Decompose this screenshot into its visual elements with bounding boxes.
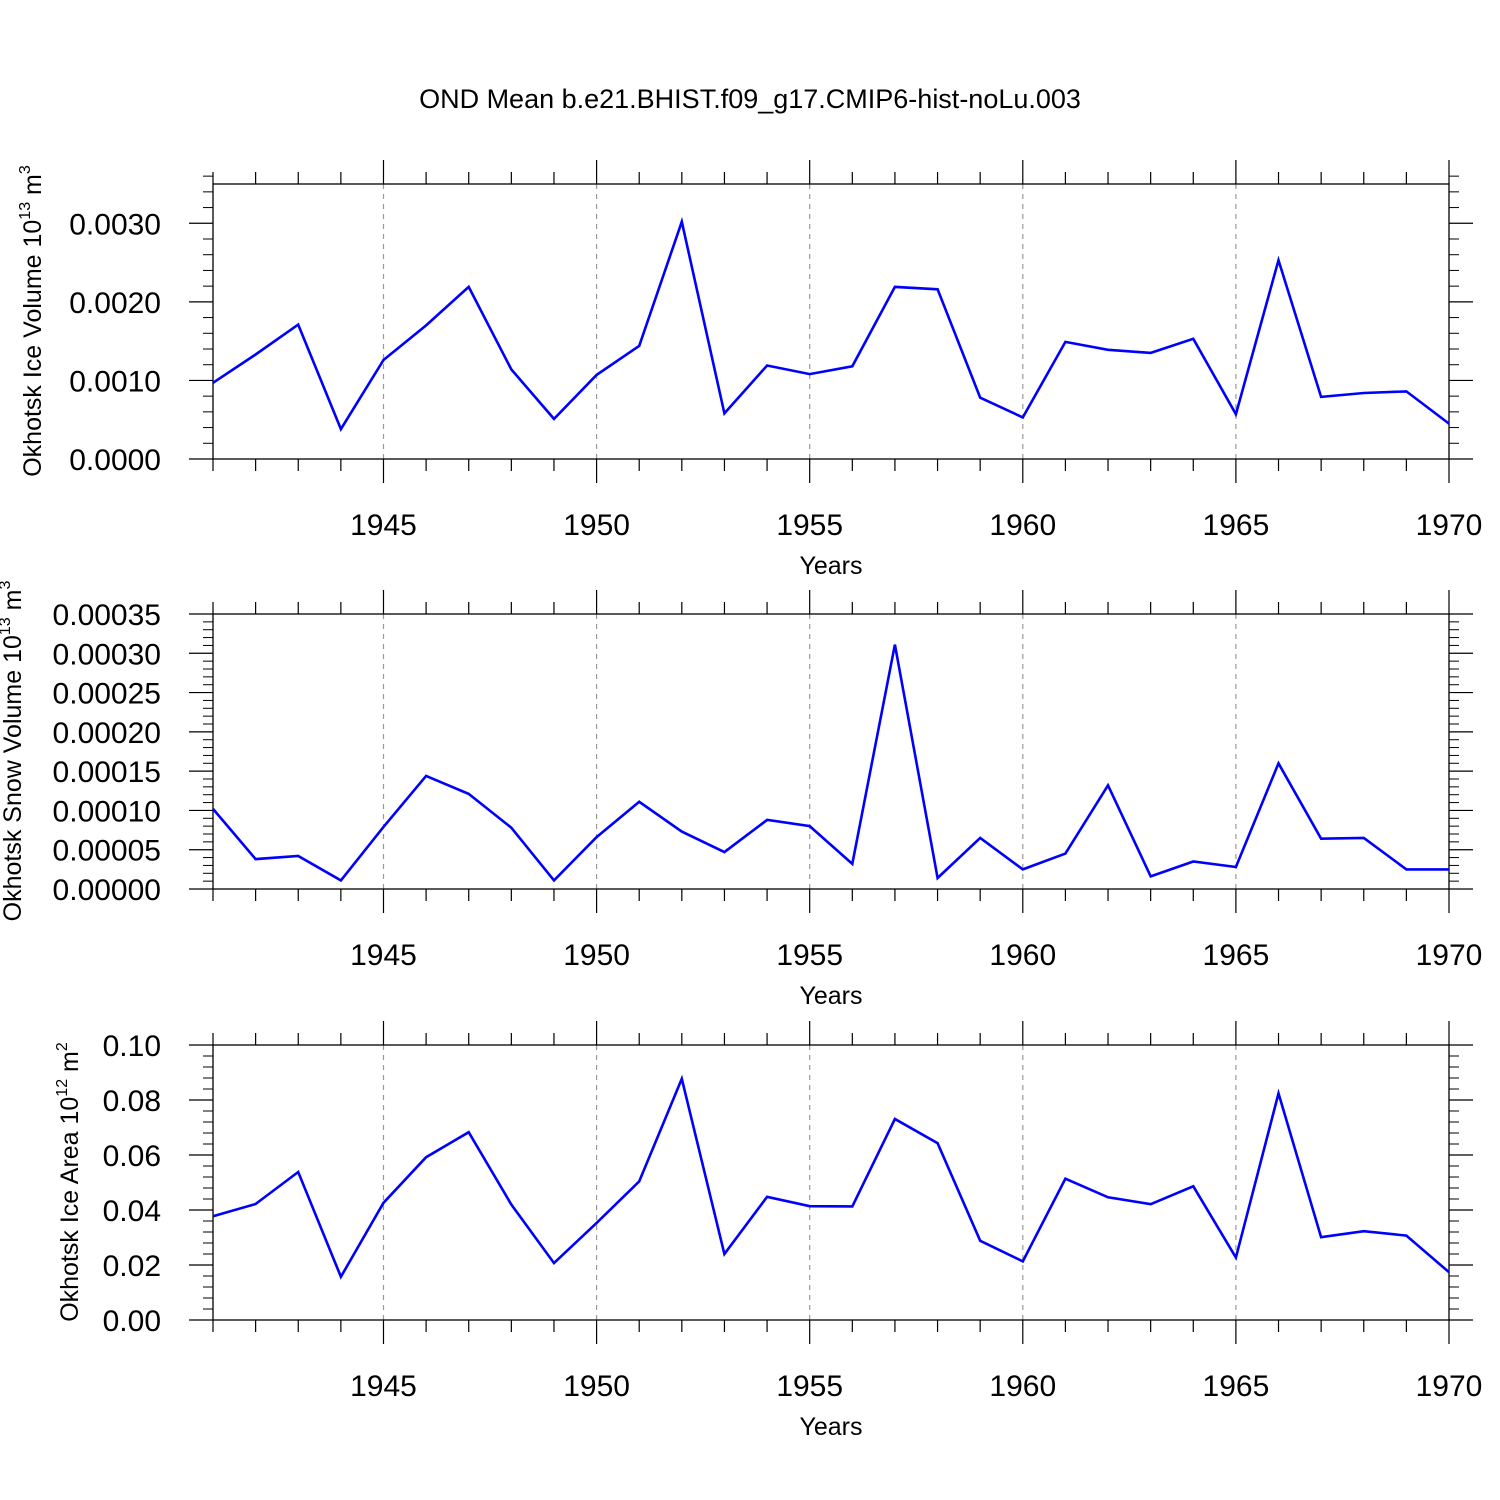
ice-area-panel: Years Okhotsk Ice Area 1012 m2 1945 1950 1… [54, 1021, 1482, 1441]
x-tick-label: 1955 [776, 939, 843, 972]
x-tick-label: 1960 [989, 939, 1056, 972]
x-tick-label: 1945 [350, 1370, 417, 1403]
x-tick-label: 1970 [1416, 1370, 1483, 1403]
y-tick-label: 0.00000 [53, 874, 161, 907]
x-axis-label: Years [799, 1413, 862, 1441]
y-tick-label: 0.0000 [69, 444, 161, 477]
y-tick-label: 0.00035 [53, 599, 161, 632]
y-tick-label: 0.0020 [69, 287, 161, 320]
x-tick-label: 1955 [776, 1370, 843, 1403]
y-axis-label: Okhotsk Ice Volume 1013 m3 [17, 165, 47, 477]
y-tick-label: 0.00 [103, 1305, 161, 1338]
figure-title: OND Mean b.e21.BHIST.f09_g17.CMIP6-hist-… [419, 84, 1081, 114]
x-tick-label: 1960 [989, 509, 1056, 542]
x-tick-label: 1950 [563, 1370, 630, 1403]
x-tick-label: 1960 [989, 1370, 1056, 1403]
x-tick-label: 1950 [563, 509, 630, 542]
y-tick-label: 0.04 [103, 1195, 161, 1228]
plot-frame [212, 1044, 1450, 1321]
y-tick-label: 0.00025 [53, 678, 161, 711]
x-axis-label: Years [799, 552, 862, 580]
y-tick-label: 0.0030 [69, 208, 161, 241]
y-tick-label: 0.08 [103, 1085, 161, 1118]
plot-frame [212, 183, 1450, 460]
x-tick-label: 1945 [350, 509, 417, 542]
y-axis-label: Okhotsk Snow Volume 1013 m3 [0, 581, 27, 922]
data-line [212, 216, 1450, 432]
y-tick-label: 0.00015 [53, 756, 161, 789]
y-tick-label: 0.06 [103, 1140, 161, 1173]
y-tick-label: 0.00005 [53, 835, 161, 868]
x-tick-label: 1970 [1416, 509, 1483, 542]
y-tick-label: 0.02 [103, 1250, 161, 1283]
snow-volume-panel: Years Okhotsk Snow Volume 1013 m3 1945 19… [0, 581, 1482, 1010]
x-axis-label: Years [799, 982, 862, 1010]
plot-frame [212, 613, 1450, 890]
y-tick-label: 0.00020 [53, 717, 161, 750]
y-tick-label: 0.00030 [53, 638, 161, 671]
y-tick-label: 0.0010 [69, 365, 161, 398]
x-tick-label: 1970 [1416, 939, 1483, 972]
x-tick-label: 1950 [563, 939, 630, 972]
y-tick-label: 0.10 [103, 1030, 161, 1063]
y-axis-label: Okhotsk Ice Area 1012 m2 [54, 1042, 84, 1322]
x-tick-label: 1945 [350, 939, 417, 972]
x-tick-label: 1965 [1203, 509, 1270, 542]
data-line [212, 644, 1449, 883]
data-line [212, 1074, 1450, 1280]
ice-volume-panel: Years Okhotsk Ice Volume 1013 m3 1945 195… [17, 160, 1482, 580]
x-tick-label: 1965 [1203, 1370, 1270, 1403]
x-tick-label: 1965 [1203, 939, 1270, 972]
y-tick-label: 0.00010 [53, 795, 161, 828]
x-tick-label: 1955 [776, 509, 843, 542]
